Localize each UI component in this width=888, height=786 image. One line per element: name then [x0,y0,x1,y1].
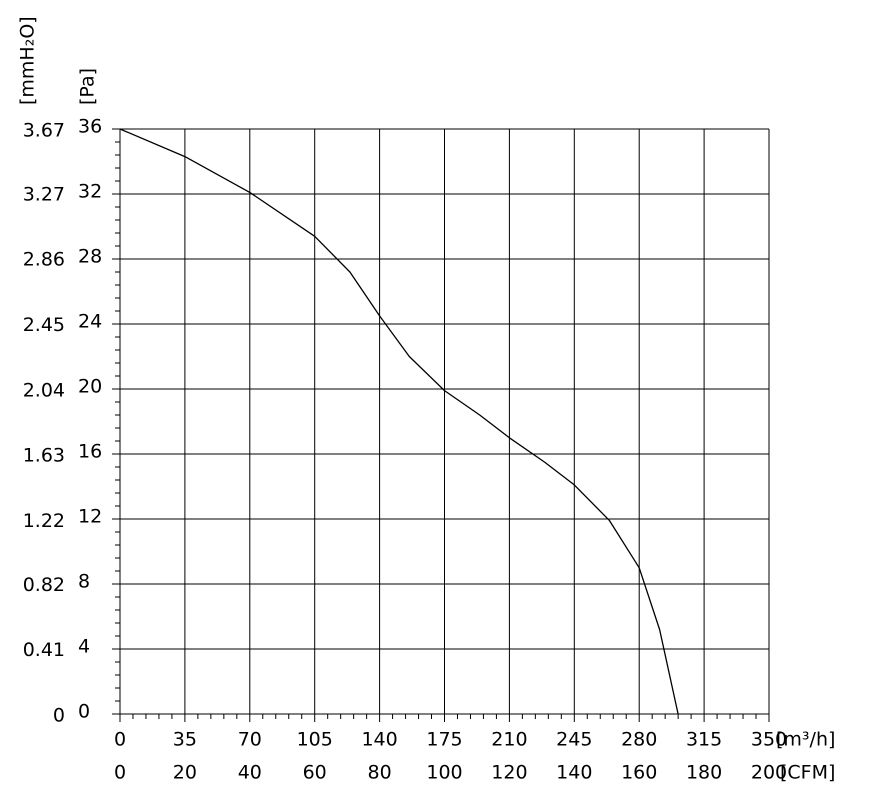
x-tick-label: 245 [556,729,592,751]
y2-tick-label: 0.41 [23,639,65,661]
y2-tick-label: 1.63 [23,445,65,467]
x2-tick-label: 160 [621,762,657,784]
y-tick-label: 12 [78,506,102,528]
curve [119,128,679,715]
x2-tick-label: 80 [368,762,392,784]
x-axis-label: [m³/h] [776,729,835,751]
x2-tick-label: 40 [238,762,262,784]
y-axis-label: [Pa] [77,68,99,105]
x2-tick-label: 120 [491,762,527,784]
x2-axis-label: [CFM] [780,762,835,784]
x-tick-label: 0 [114,729,126,751]
x-tick-label: 175 [426,729,462,751]
x-tick-label: 105 [297,729,333,751]
x-tick-label: 70 [238,729,262,751]
y2-tick-label: 1.22 [23,510,65,532]
y-tick-label: 20 [78,376,102,398]
y2-tick-label: 0.82 [23,574,65,596]
x-tick-label: 280 [621,729,657,751]
y-tick-label: 32 [78,181,102,203]
y2-tick-label: 3.27 [23,183,65,205]
y2-tick-label: 2.86 [23,249,65,271]
x2-tick-label: 0 [114,762,126,784]
x2-tick-label: 100 [426,762,462,784]
x-tick-label: 140 [361,729,397,751]
y2-tick-label: 3.67 [23,120,65,142]
y-tick-label: 0 [78,701,90,723]
x-tick-label: 210 [491,729,527,751]
y-tick-label: 4 [78,636,90,658]
y2-tick-label: 2.45 [23,314,65,336]
y2-axis-label: [mmH₂O] [17,16,39,105]
y-tick-label: 24 [78,311,102,333]
x2-tick-label: 200 [751,762,787,784]
x-tick-label: 35 [173,729,197,751]
y-tick-label: 8 [78,571,90,593]
x2-tick-label: 180 [686,762,722,784]
y-tick-label: 28 [78,246,102,268]
x2-tick-label: 60 [303,762,327,784]
y2-tick-label: 2.04 [23,379,65,401]
x-tick-label: 315 [686,729,722,751]
x2-tick-label: 20 [173,762,197,784]
x2-tick-label: 140 [556,762,592,784]
y-tick-label: 16 [78,441,102,463]
y2-tick-label: 0 [53,705,65,727]
x-tick-label: 350 [751,729,787,751]
y-tick-label: 36 [78,116,102,138]
